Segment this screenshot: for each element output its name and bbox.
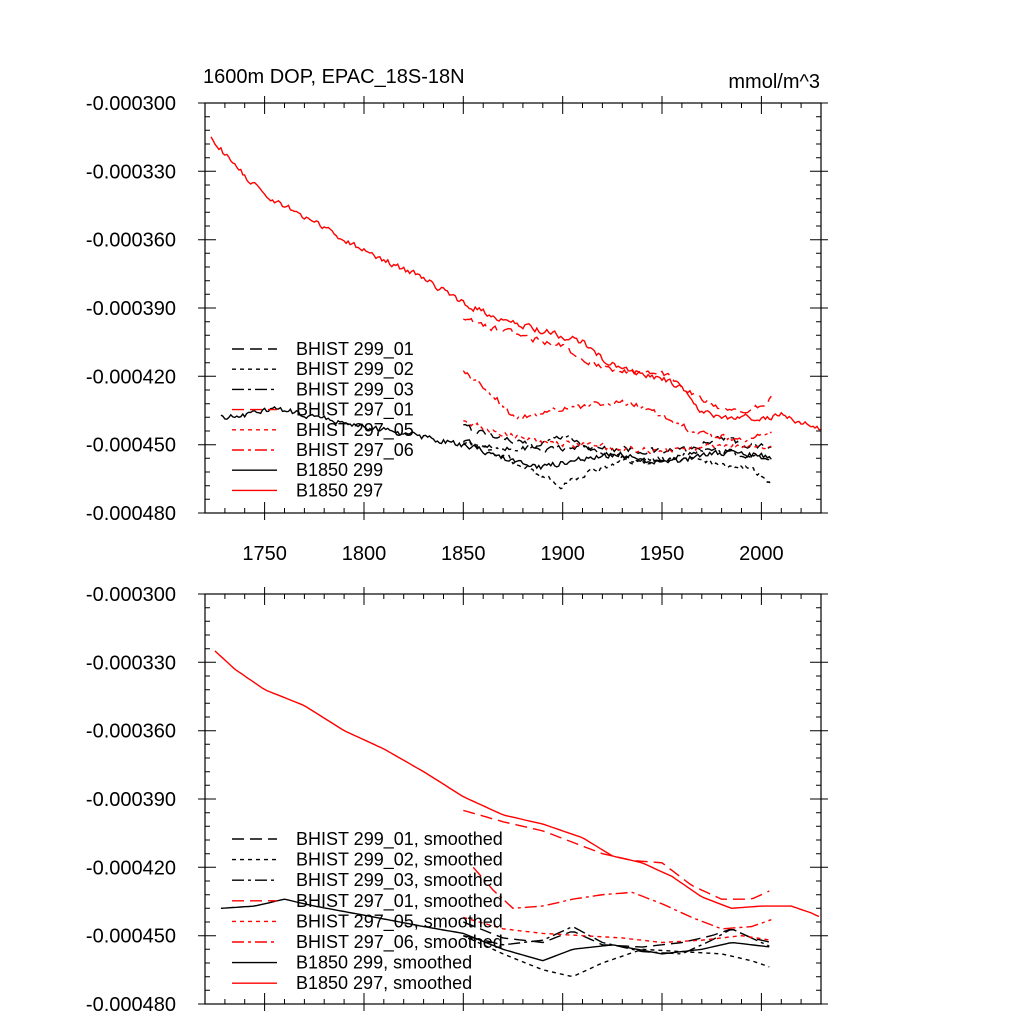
top-x-tick-label: 2000 bbox=[739, 543, 784, 565]
top-series-line-6 bbox=[462, 370, 772, 443]
bottom-series-line-8 bbox=[214, 650, 820, 918]
bottom-y-tick-label: -0.000450 bbox=[86, 926, 176, 948]
top-legend-label-7: B1850 299 bbox=[296, 460, 383, 480]
top-chart-title: 1600m DOP, EPAC_18S-18N bbox=[203, 66, 465, 88]
top-legend-label-2: BHIST 299_02 bbox=[296, 359, 414, 380]
bottom-legend-label-4: BHIST 297_01, smoothed bbox=[296, 891, 503, 912]
top-legend-label-6: BHIST 297_06 bbox=[296, 440, 414, 461]
top-legend-label-5: BHIST 297_05 bbox=[296, 420, 414, 441]
top-y-tick-label: -0.000330 bbox=[86, 161, 176, 183]
top-legend-label-4: BHIST 297_01 bbox=[296, 400, 414, 421]
top-x-tick-label: 1900 bbox=[540, 543, 585, 565]
bottom-y-tick-label: -0.000300 bbox=[86, 584, 176, 606]
bottom-y-tick-label: -0.000330 bbox=[86, 652, 176, 674]
top-series-line-8 bbox=[210, 136, 821, 431]
top-series-line-7 bbox=[220, 405, 772, 471]
bottom-series-line-1 bbox=[463, 921, 770, 948]
bottom-series-line-7 bbox=[220, 898, 770, 962]
bottom-legend-label-3: BHIST 299_03, smoothed bbox=[296, 870, 503, 891]
bottom-series-line-5 bbox=[463, 916, 770, 944]
bottom-series-layer bbox=[214, 650, 820, 977]
top-series-line-3 bbox=[462, 435, 772, 465]
bottom-plot-panel: -0.000300 -0.000330 -0.000360 -0.000390 -0.0… bbox=[86, 584, 828, 1016]
top-series-layer bbox=[210, 136, 821, 490]
top-x-tick-label: 1800 bbox=[342, 543, 387, 565]
top-x-tick-label: 1750 bbox=[242, 543, 287, 565]
top-ticks bbox=[198, 96, 828, 520]
bottom-legend-label-8: B1850 297, smoothed bbox=[296, 973, 472, 993]
bottom-legend-label-6: BHIST 297_06, smoothed bbox=[296, 932, 503, 953]
bottom-legend-label-5: BHIST 297_05, smoothed bbox=[296, 911, 503, 932]
top-legend-label-3: BHIST 299_03 bbox=[296, 379, 414, 400]
bottom-series-line-4 bbox=[463, 809, 770, 900]
bottom-y-tick-label: -0.000480 bbox=[86, 994, 176, 1016]
bottom-y-tick-label: -0.000360 bbox=[86, 721, 176, 743]
top-y-tick-label: -0.000450 bbox=[86, 435, 176, 457]
bottom-y-tick-label: -0.000420 bbox=[86, 857, 176, 879]
bottom-tick-labels: -0.000300 -0.000330 -0.000360 -0.000390 -0.0… bbox=[86, 584, 176, 1016]
top-plot-panel: -0.000300 -0.000330 -0.000360 -0.000390 -0.0… bbox=[86, 66, 828, 565]
top-legend-label-1: BHIST 299_01 bbox=[296, 339, 414, 360]
bottom-legend-label-7: B1850 299, smoothed bbox=[296, 953, 472, 973]
bottom-legend-label-1: BHIST 299_01, smoothed bbox=[296, 829, 503, 850]
bottom-ticks bbox=[198, 587, 828, 1011]
bottom-y-tick-label: -0.000390 bbox=[86, 789, 176, 811]
top-y-tick-label: -0.000360 bbox=[86, 230, 176, 252]
top-y-tick-label: -0.000480 bbox=[86, 503, 176, 525]
top-y-tick-label: -0.000300 bbox=[86, 93, 176, 115]
top-tick-marks bbox=[198, 96, 828, 520]
top-x-tick-label: 1950 bbox=[640, 543, 685, 565]
top-series-line-5 bbox=[463, 420, 772, 455]
bottom-series-line-6 bbox=[472, 866, 772, 930]
top-y-tick-label: -0.000420 bbox=[86, 366, 176, 388]
bottom-legend-label-2: BHIST 299_02, smoothed bbox=[296, 850, 503, 871]
top-tick-labels: -0.000300 -0.000330 -0.000360 -0.000390 -0.0… bbox=[86, 93, 784, 565]
top-x-tick-label: 1850 bbox=[441, 543, 486, 565]
top-y-tick-label: -0.000390 bbox=[86, 298, 176, 320]
top-legend-label-8: B1850 297 bbox=[296, 480, 383, 500]
bottom-tick-marks bbox=[198, 587, 828, 1011]
top-units-label: mmol/m^3 bbox=[728, 71, 820, 93]
